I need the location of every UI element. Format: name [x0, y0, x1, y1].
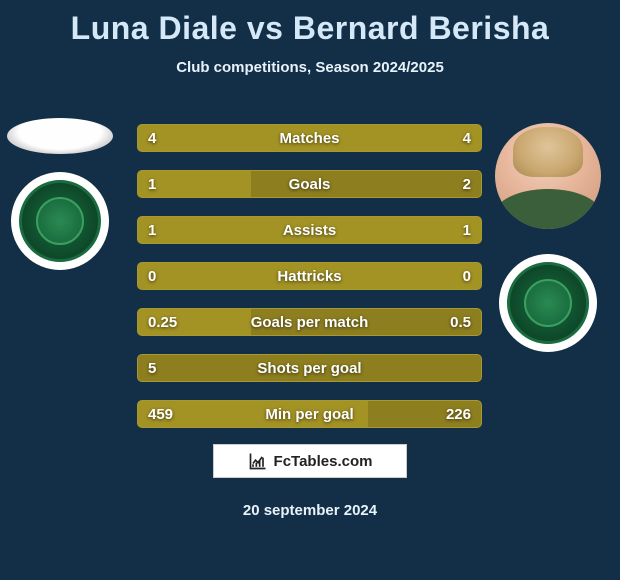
player-left-avatar	[7, 118, 113, 154]
stat-value-right: 0.5	[450, 309, 471, 335]
subtitle: Club competitions, Season 2024/2025	[0, 59, 620, 76]
stat-row: Min per goal459 226	[137, 400, 482, 428]
stat-value-left: 0.25	[148, 309, 177, 335]
stat-value-left: 1	[148, 171, 156, 197]
stat-value-left: 4	[148, 125, 156, 151]
stats-bars: Matches44Goals12Assists11Hattricks00Goal…	[137, 124, 482, 446]
stat-value-right: 0	[463, 263, 471, 289]
stat-value-left: 1	[148, 217, 156, 243]
stat-row: Hattricks0 0	[137, 262, 482, 290]
stat-row: Goals1 2	[137, 170, 482, 198]
stat-value-right: 226	[446, 401, 471, 427]
stat-value-right: 2	[463, 171, 471, 197]
club-badge-left-inner	[19, 180, 101, 262]
stat-value-left: 459	[148, 401, 173, 427]
stat-value-right: 1	[463, 217, 471, 243]
stat-row: Assists1 1	[137, 216, 482, 244]
stat-label: Shots per goal	[138, 355, 481, 381]
stat-value-right: 4	[463, 125, 471, 151]
footer-logo-badge: FcTables.com	[213, 444, 407, 478]
stat-value-left: 0	[148, 263, 156, 289]
stat-row: Matches4 4	[137, 124, 482, 152]
club-badge-right-inner	[507, 262, 589, 344]
stat-label: Hattricks	[138, 263, 481, 289]
stat-row: Shots per goal5	[137, 354, 482, 382]
chart-icon	[248, 451, 268, 471]
player-right-avatar	[495, 123, 601, 229]
stat-value-left: 5	[148, 355, 156, 381]
footer-logo-text: FcTables.com	[274, 453, 373, 470]
footer-date: 20 september 2024	[0, 502, 620, 519]
stat-label: Matches	[138, 125, 481, 151]
stat-label: Min per goal	[138, 401, 481, 427]
club-badge-right	[499, 254, 597, 352]
stat-label: Goals	[138, 171, 481, 197]
club-badge-left	[11, 172, 109, 270]
stat-label: Assists	[138, 217, 481, 243]
page-title: Luna Diale vs Bernard Berisha	[0, 0, 620, 47]
stat-label: Goals per match	[138, 309, 481, 335]
stat-row: Goals per match0.25 0.5	[137, 308, 482, 336]
